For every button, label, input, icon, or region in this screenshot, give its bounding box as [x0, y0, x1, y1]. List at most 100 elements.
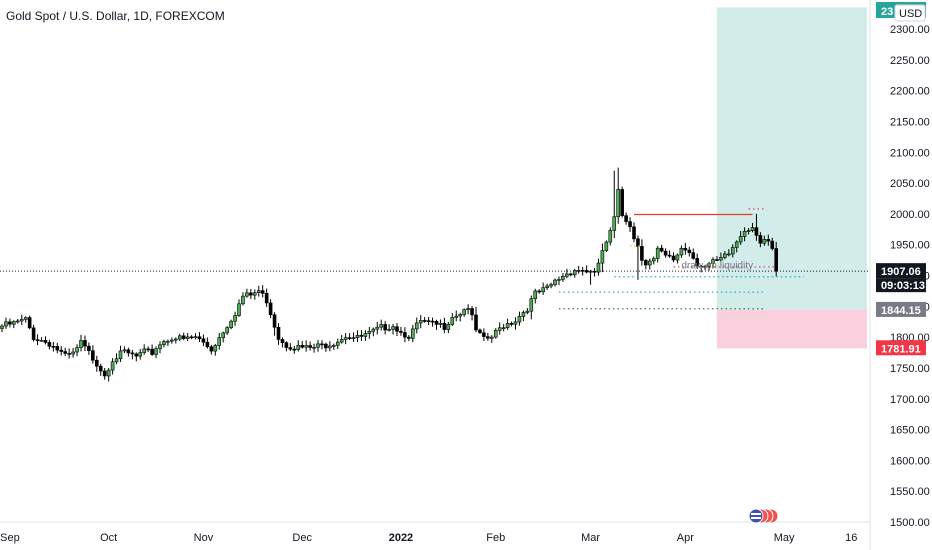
candle [647, 258, 652, 270]
price-tick: 2050.00 [890, 178, 930, 190]
candle [205, 337, 210, 349]
candle [181, 332, 186, 341]
last-price-tag: 1907.06 [876, 263, 926, 279]
candle [399, 326, 403, 336]
price-axis[interactable]: 2300.00 2250.00 2200.00 2150.00 2100.00 2050.… [890, 24, 930, 529]
candle [505, 318, 510, 330]
candle [418, 315, 423, 329]
candle [659, 244, 664, 253]
candle [284, 341, 289, 352]
candle [414, 317, 419, 334]
svg-text:23: 23 [881, 6, 893, 18]
candle [525, 308, 530, 315]
candle [529, 295, 534, 320]
candle [584, 265, 589, 274]
candle [312, 343, 316, 353]
candle [339, 335, 344, 344]
svg-text:09:03:13: 09:03:13 [881, 280, 925, 292]
candle [533, 288, 538, 304]
candle [604, 240, 609, 253]
candle [568, 272, 573, 277]
currency-badge[interactable]: USD [894, 4, 926, 22]
position-target-zone[interactable] [716, 7, 868, 310]
candle [253, 289, 257, 300]
candle [632, 222, 636, 243]
candle [620, 186, 624, 218]
candle [229, 319, 233, 330]
price-tick: 2300.00 [890, 24, 930, 36]
candle [438, 319, 443, 328]
candle [59, 346, 64, 356]
candle [102, 367, 107, 380]
candle [324, 342, 328, 352]
candle [715, 255, 719, 262]
candle [83, 335, 87, 352]
time-tick: 16 [845, 532, 857, 544]
candle [766, 234, 771, 246]
candle [201, 334, 206, 347]
candle [320, 340, 324, 350]
candle [371, 327, 376, 337]
time-axis[interactable]: Sep Oct Nov Dec 2022 Feb Mar Apr May 16 [0, 532, 857, 544]
candle [671, 252, 676, 263]
candle [328, 341, 332, 352]
candle [359, 330, 364, 341]
time-tick: Sep [0, 532, 20, 544]
candle [106, 367, 111, 382]
candle [489, 335, 494, 343]
candle [742, 227, 747, 242]
candle [331, 343, 336, 350]
candle [387, 324, 391, 332]
position-stop-zone[interactable] [716, 309, 868, 349]
candle [249, 288, 253, 299]
stop-price-tag: 1781.91 [876, 340, 926, 356]
candle [122, 346, 127, 354]
candle [75, 344, 79, 357]
price-tick: 2150.00 [890, 116, 930, 128]
candle [758, 232, 763, 248]
candle [0, 324, 4, 333]
candle [651, 256, 656, 265]
candle [367, 326, 372, 339]
time-tick: Feb [486, 532, 505, 544]
candle [264, 288, 269, 307]
candle [655, 246, 660, 263]
candle [683, 242, 688, 255]
candle [474, 306, 478, 333]
candle [308, 341, 312, 351]
candle [537, 289, 542, 294]
candle [513, 317, 518, 330]
candle [35, 334, 40, 346]
candle [667, 250, 672, 258]
candle [734, 240, 739, 253]
candle [237, 299, 241, 317]
candle [541, 282, 545, 295]
price-tick: 1950.00 [890, 240, 930, 252]
time-tick: Nov [194, 532, 214, 544]
candle [347, 333, 352, 341]
price-tick: 1500.00 [890, 517, 930, 529]
candle [91, 345, 95, 364]
candle [592, 267, 597, 277]
candle [458, 312, 463, 322]
candle [98, 363, 103, 376]
candle [446, 321, 451, 334]
candle [636, 235, 640, 280]
price-tick: 2000.00 [890, 209, 930, 221]
economic-events-icon[interactable] [748, 508, 779, 524]
candle [197, 332, 202, 342]
candle [304, 340, 308, 352]
candle [624, 212, 628, 225]
candle [241, 292, 245, 306]
candle [162, 339, 166, 348]
candlestick-series [0, 167, 779, 382]
chart-title: Gold Spot / U.S. Dollar, 1D, FOREXCOM [6, 9, 225, 23]
candle [193, 333, 198, 340]
draw-on-liquidity-label[interactable]: draw on liquidity [681, 261, 753, 272]
candle [260, 285, 265, 298]
candle [268, 299, 273, 319]
candle [723, 251, 727, 260]
candle [588, 269, 593, 285]
candle [407, 335, 411, 342]
